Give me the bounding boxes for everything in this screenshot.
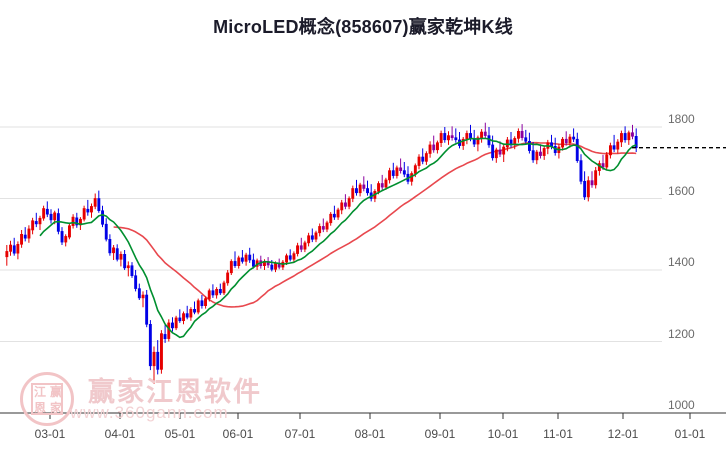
x-axis-tick-label: 06-01 xyxy=(222,427,254,441)
y-axis-tick-label: 1200 xyxy=(668,326,695,341)
x-axis-tick-label: 12-01 xyxy=(607,427,639,441)
page-title: MicroLED概念(858607)赢家乾坤K线 xyxy=(213,17,513,37)
y-axis-tick-label: 1000 xyxy=(668,398,695,412)
seal-char: 江 xyxy=(33,385,46,399)
x-axis-tick-label: 08-01 xyxy=(354,427,386,441)
watermark-seal-icon: 江赢恩家 xyxy=(20,372,78,430)
x-axis-tick-label: 03-01 xyxy=(34,427,66,441)
seal-char: 家 xyxy=(49,401,62,415)
x-axis-tick-label: 04-01 xyxy=(104,427,136,441)
watermark-url: www.360gann.com xyxy=(70,403,229,422)
y-axis-tick-label: 1600 xyxy=(668,183,695,198)
y-axis-tick-label: 1400 xyxy=(668,255,695,269)
x-axis-tick-label: 05-01 xyxy=(164,427,196,441)
x-axis-tick-label: 11-01 xyxy=(543,427,573,441)
y-axis-tick-label: 1800 xyxy=(668,112,695,126)
seal-char: 赢 xyxy=(49,385,62,399)
seal-char: 恩 xyxy=(33,401,46,415)
x-axis-tick-label: 10-01 xyxy=(487,427,519,441)
x-axis-tick-label: 09-01 xyxy=(424,427,456,441)
watermark-brand: 赢家江恩软件 xyxy=(88,377,262,407)
x-axis-tick-label: 01-01 xyxy=(674,427,706,441)
x-axis-tick-label: 07-01 xyxy=(284,427,316,441)
